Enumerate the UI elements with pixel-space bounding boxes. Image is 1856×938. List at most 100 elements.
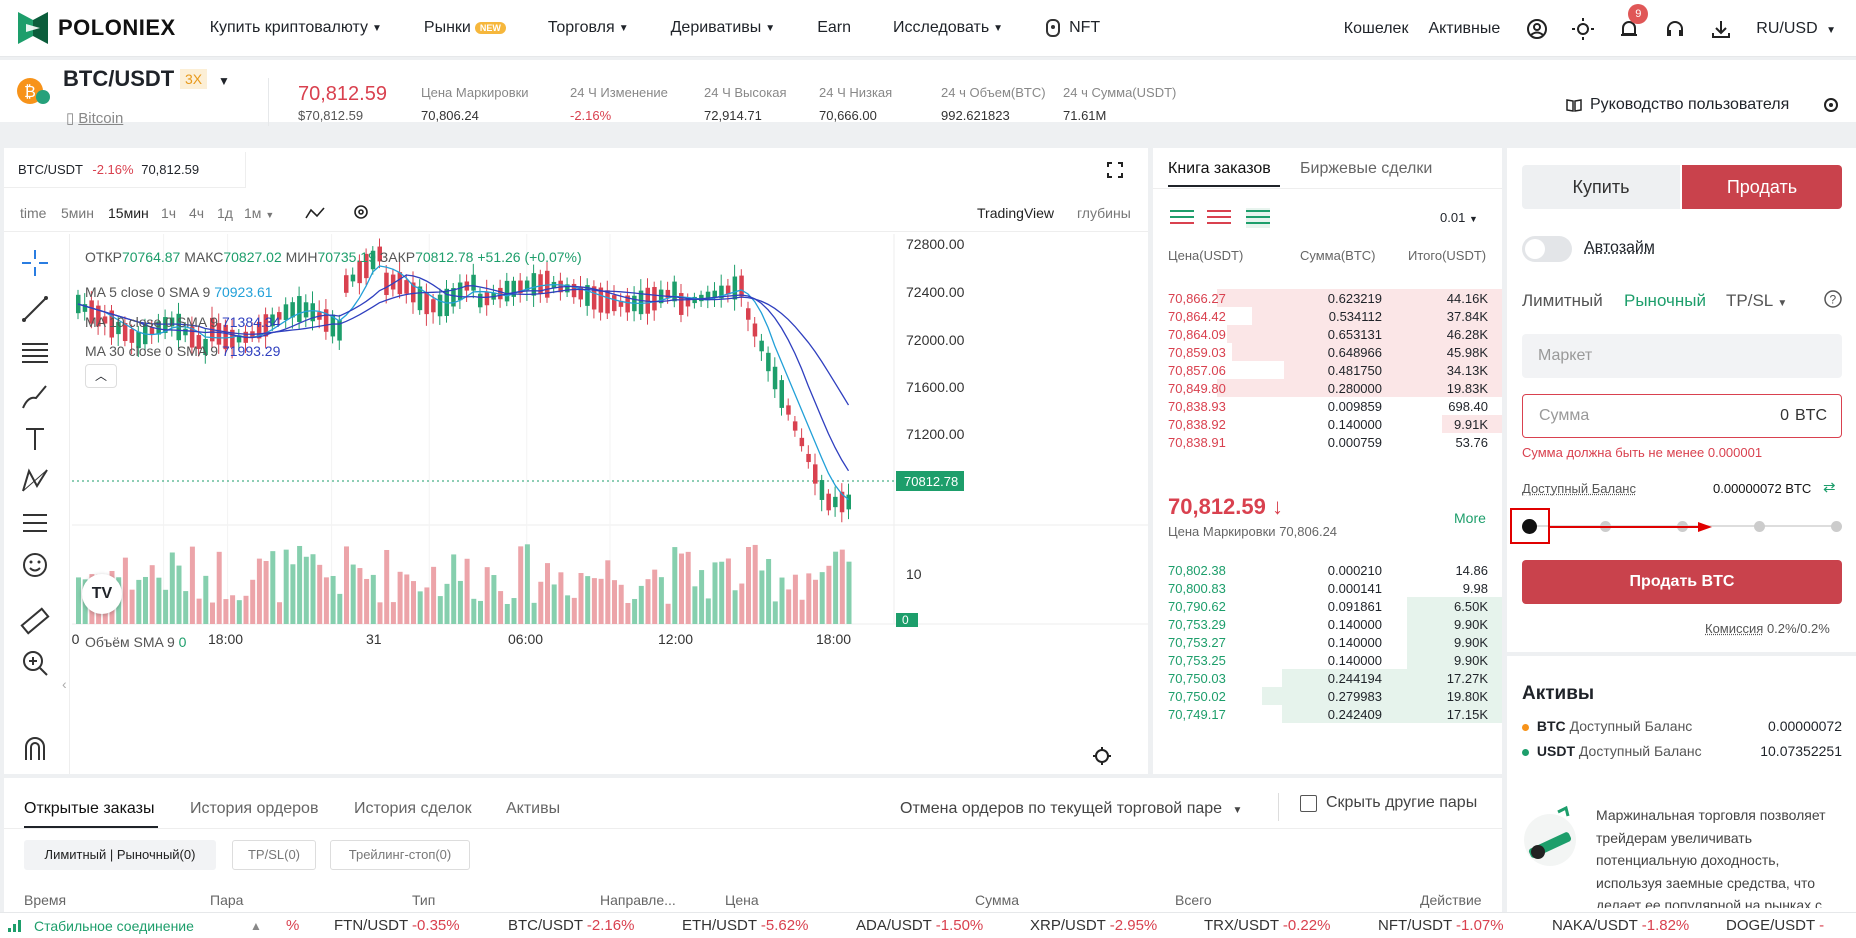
bid-row[interactable]: 70,802.38 0.000210 14.86 <box>1168 560 1502 581</box>
tab-open-orders[interactable]: Открытые заказы <box>24 800 155 817</box>
trendline-icon[interactable] <box>20 294 50 324</box>
cancel-orders-dropdown[interactable]: Отмена ордеров по текущей торговой паре … <box>900 800 1242 818</box>
fullscreen-icon[interactable] <box>1107 162 1123 178</box>
chart-type-line-icon[interactable] <box>305 206 325 220</box>
chart-pair-tab[interactable]: BTC/USDT -2.16% 70,812.59 <box>4 152 246 188</box>
locale-selector[interactable]: RU/USD ▼ <box>1756 20 1836 38</box>
ask-row[interactable]: 70,866.27 0.623219 44.16K <box>1168 288 1502 309</box>
autoloan-toggle[interactable] <box>1522 236 1572 262</box>
type-limit[interactable]: Лимитный <box>1522 291 1603 310</box>
magnet-icon[interactable] <box>20 734 50 764</box>
footer-ticker-item[interactable]: FTN/USDT -0.35% <box>334 917 460 934</box>
tf-time[interactable]: time <box>20 205 47 221</box>
bid-row[interactable]: 70,790.62 0.091861 6.50K <box>1168 596 1502 617</box>
ask-row[interactable]: 70,849.80 0.280000 19.83K <box>1168 378 1502 399</box>
pair-dropdown-icon[interactable]: ▼ <box>218 74 230 88</box>
hide-other-pairs-label[interactable]: Скрыть другие пары <box>1326 794 1478 811</box>
bid-row[interactable]: 70,753.27 0.140000 9.90K <box>1168 632 1502 653</box>
ask-row[interactable]: 70,838.93 0.009859 698.40 <box>1168 396 1502 417</box>
headset-icon[interactable] <box>1664 18 1686 40</box>
sell-tab[interactable]: Продать <box>1682 165 1842 209</box>
pair-name[interactable]: BTC/USDT <box>63 66 175 91</box>
bid-row[interactable]: 70,750.02 0.279983 19.80K <box>1168 686 1502 707</box>
view-both-icon[interactable] <box>1170 208 1194 228</box>
poloniex-logo[interactable]: POLONIEX <box>18 12 176 44</box>
ask-row[interactable]: 70,859.03 0.648966 45.98K <box>1168 342 1502 363</box>
tf-4h[interactable]: 4ч <box>189 205 205 221</box>
fib-lines-icon[interactable] <box>20 338 50 368</box>
slider-stop[interactable] <box>1754 521 1765 532</box>
tf-1h[interactable]: 1ч <box>161 205 177 221</box>
chip-tpsl[interactable]: TP/SL(0) <box>232 840 316 870</box>
brush-icon[interactable] <box>20 382 50 412</box>
tf-1mo[interactable]: 1м ▼ <box>244 205 274 221</box>
nav-markets[interactable]: Рынки NEW <box>424 19 506 37</box>
scroll-left-icon[interactable]: ‹ <box>62 676 67 692</box>
ticker-collapse-icon[interactable]: ▲ <box>250 919 262 933</box>
ask-row[interactable]: 70,838.92 0.140000 9.91K <box>1168 414 1502 435</box>
transfer-icon[interactable]: ⇄ <box>1823 479 1836 496</box>
chip-limit-market[interactable]: Лимитный | Рыночный(0) <box>24 840 216 870</box>
bid-row[interactable]: 70,753.29 0.140000 9.90K <box>1168 614 1502 635</box>
ask-row[interactable]: 70,864.42 0.534112 37.84K <box>1168 306 1502 327</box>
amount-field[interactable]: Сумма 0 BTC <box>1522 394 1842 438</box>
nav-nft[interactable]: NFT <box>1045 18 1100 38</box>
footer-ticker-item[interactable]: ADA/USDT -1.50% <box>856 917 983 934</box>
buy-tab[interactable]: Купить <box>1522 165 1680 209</box>
chart-settings-icon[interactable] <box>352 203 370 221</box>
ask-row[interactable]: 70,864.09 0.653131 46.28K <box>1168 324 1502 345</box>
slider-stop[interactable] <box>1831 521 1842 532</box>
sell-btc-button[interactable]: Продать BTC <box>1522 560 1842 604</box>
nav-wallet[interactable]: Кошелек <box>1343 19 1409 37</box>
view-bids-icon[interactable] <box>1246 208 1270 228</box>
nav-earn[interactable]: Earn <box>817 19 851 37</box>
tick-size-select[interactable]: 0.01 ▼ <box>1440 210 1478 225</box>
zoom-in-icon[interactable] <box>20 648 50 678</box>
footer-ticker-item[interactable]: ETH/USDT -5.62% <box>682 917 808 934</box>
nav-assets[interactable]: Активные <box>1428 19 1501 37</box>
footer-ticker-item[interactable]: TRX/USDT -0.22% <box>1204 917 1330 934</box>
chip-trailing[interactable]: Трейлинг-стоп(0) <box>330 840 470 870</box>
hide-other-pairs-checkbox[interactable] <box>1300 795 1317 812</box>
tab-trades[interactable]: Биржевые сделки <box>1300 160 1433 177</box>
view-tradingview[interactable]: TradingView <box>977 205 1055 221</box>
footer-ticker-item[interactable]: DOGE/USDT - <box>1726 917 1824 934</box>
slider-handle[interactable] <box>1522 519 1537 534</box>
prediction-icon[interactable] <box>20 508 50 538</box>
type-market[interactable]: Рыночный <box>1624 291 1706 310</box>
more-link[interactable]: More <box>1454 510 1486 526</box>
footer-ticker-item[interactable]: NAKA/USDT -1.82% <box>1552 917 1689 934</box>
tab-order-history[interactable]: История ордеров <box>190 800 319 817</box>
crosshair-icon[interactable] <box>20 248 50 278</box>
type-tpsl[interactable]: TP/SL ▼ <box>1726 291 1787 311</box>
bid-row[interactable]: 70,750.03 0.244194 17.27K <box>1168 668 1502 689</box>
footer-ticker-item[interactable]: NFT/USDT -1.07% <box>1378 917 1504 934</box>
tf-5m[interactable]: 5мин <box>61 205 94 221</box>
nav-trading[interactable]: Торговля ▼ <box>548 19 629 37</box>
coin-link[interactable]: ▯ Bitcoin <box>66 109 123 127</box>
text-tool-icon[interactable] <box>20 424 50 454</box>
download-icon[interactable] <box>1710 18 1732 40</box>
tab-orderbook[interactable]: Книга заказов <box>1168 160 1271 177</box>
nav-research[interactable]: Исследовать ▼ <box>893 19 1003 37</box>
bell-icon[interactable]: 9 <box>1618 3 1649 40</box>
bid-row[interactable]: 70,800.83 0.000141 9.98 <box>1168 578 1502 599</box>
view-depth[interactable]: глубины <box>1077 205 1131 221</box>
ask-row[interactable]: 70,857.06 0.481750 34.13K <box>1168 360 1502 381</box>
user-icon[interactable] <box>1526 18 1548 40</box>
emoji-icon[interactable] <box>20 550 50 580</box>
nav-derivatives[interactable]: Деривативы ▼ <box>671 19 776 37</box>
view-asks-icon[interactable] <box>1207 208 1231 228</box>
theme-sun-icon[interactable] <box>1572 17 1595 40</box>
ask-row[interactable]: 70,838.91 0.000759 53.76 <box>1168 432 1502 453</box>
autoloan-label[interactable]: Автозайм <box>1584 239 1655 256</box>
tab-trade-history[interactable]: История сделок <box>354 800 472 817</box>
collapse-legend-button[interactable]: ︿ <box>85 364 117 388</box>
footer-ticker-item[interactable]: BTC/USDT -2.16% <box>508 917 634 934</box>
chart-timezone-gear-icon[interactable] <box>1092 746 1112 766</box>
bid-row[interactable]: 70,749.17 0.242409 17.15K <box>1168 704 1502 725</box>
market-price-field[interactable]: Маркет <box>1522 334 1842 378</box>
user-guide-link[interactable]: Руководство пользователя <box>1566 96 1789 114</box>
tradingview-logo[interactable]: TV <box>82 574 122 614</box>
bid-row[interactable]: 70,753.25 0.140000 9.90K <box>1168 650 1502 671</box>
